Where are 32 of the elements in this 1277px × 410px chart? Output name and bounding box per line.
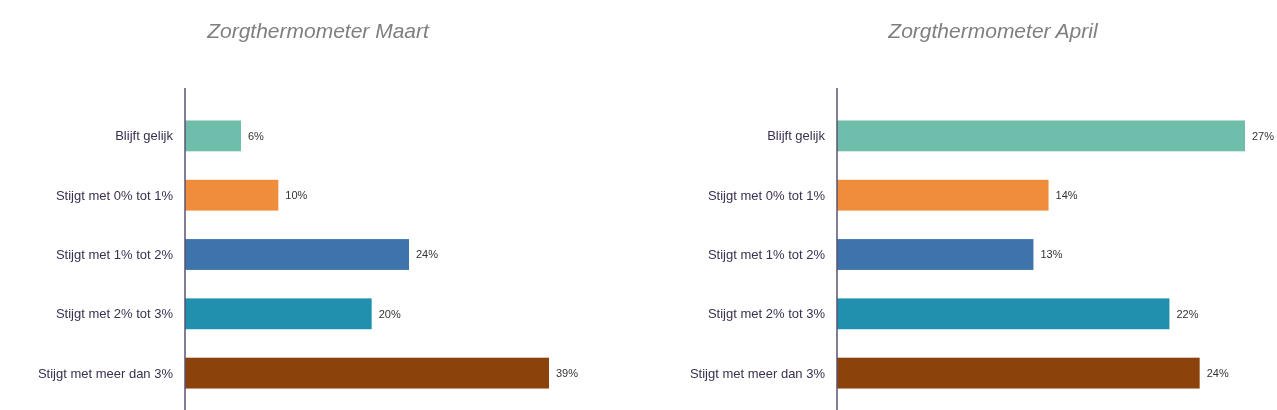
bar [185, 357, 549, 389]
y-tick-label: Stijgt met 2% tot 3% [707, 306, 826, 322]
y-tick-label: Stijgt met 0% tot 1% [55, 187, 174, 203]
data-label: 39% [556, 366, 579, 379]
bar [185, 120, 241, 152]
data-label: 6% [248, 129, 265, 142]
bar [837, 298, 1170, 330]
bar [837, 120, 1245, 152]
data-label: 20% [378, 307, 401, 320]
y-tick-label: Blijft gelijk [767, 128, 826, 144]
y-tick-label: Stijgt met 0% tot 1% [707, 187, 826, 203]
bar [837, 179, 1049, 211]
y-tick-label: Stijgt met meer dan 3% [37, 365, 174, 381]
data-label: 10% [285, 189, 308, 202]
data-label: 24% [416, 248, 439, 261]
data-label: 13% [1040, 248, 1063, 261]
data-label: 27% [1252, 129, 1275, 142]
chart-title: Zorgthermometer April [887, 19, 1099, 42]
y-tick-label: Stijgt met meer dan 3% [689, 365, 826, 381]
bar [837, 357, 1200, 389]
data-label: 24% [1206, 366, 1229, 379]
y-tick-label: Stijgt met 1% tot 2% [55, 247, 174, 263]
y-tick-label: Stijgt met 1% tot 2% [707, 247, 826, 263]
chart-title: Zorgthermometer Maart [206, 19, 431, 42]
data-label: 14% [1055, 189, 1078, 202]
bar [185, 179, 279, 211]
bar [185, 298, 372, 330]
bar [185, 239, 409, 270]
y-tick-label: Blijft gelijk [115, 128, 174, 144]
bar [837, 239, 1034, 270]
y-tick-label: Stijgt met 2% tot 3% [55, 306, 174, 322]
data-label: 22% [1176, 307, 1199, 320]
